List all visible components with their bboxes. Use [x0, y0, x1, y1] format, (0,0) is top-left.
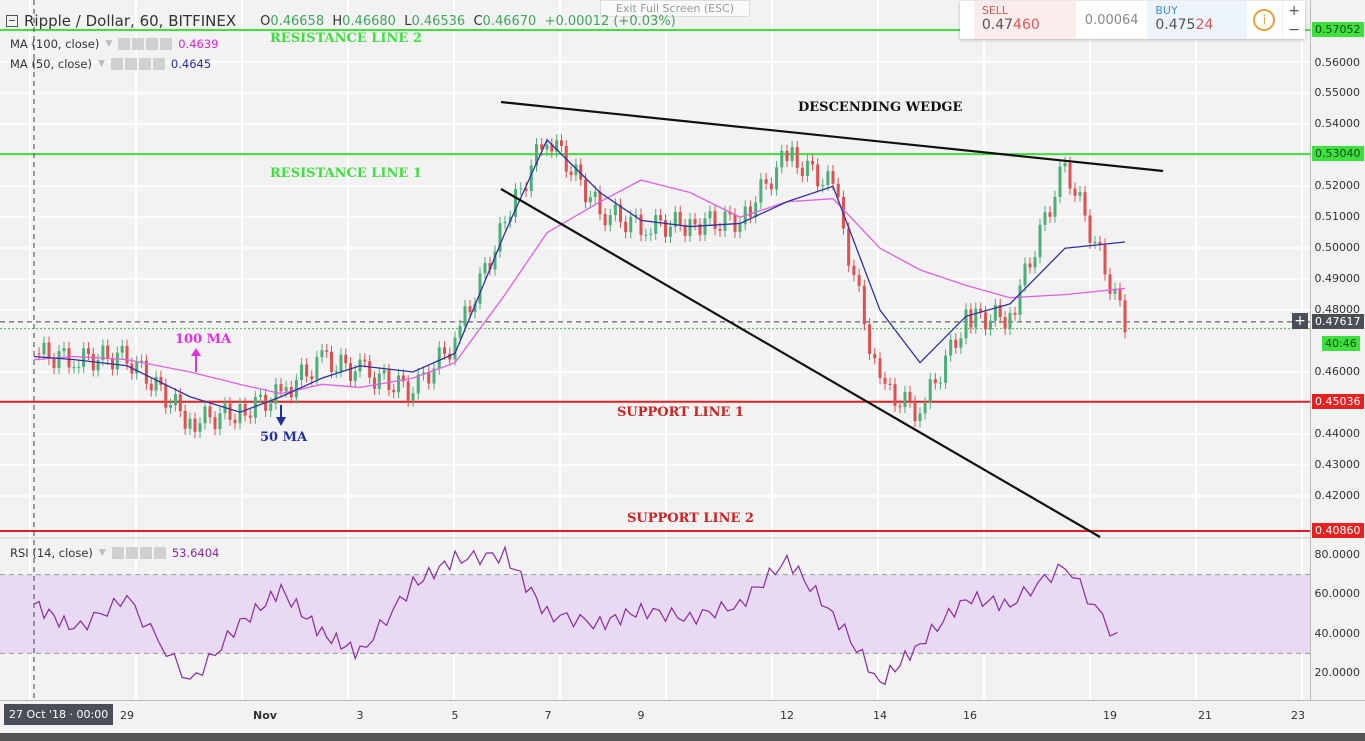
time-tick: 7: [544, 709, 552, 722]
support-line-1-label: SUPPORT LINE 1: [617, 405, 744, 420]
support-line-2-label: SUPPORT LINE 2: [627, 511, 754, 526]
dropdown-icon[interactable]: ▼: [105, 39, 113, 49]
settings-icon: [132, 38, 145, 50]
settings-icon: [125, 547, 138, 559]
price-tick: 0.54000: [1314, 117, 1361, 131]
time-tick: 19: [1103, 709, 1117, 722]
rsi-tick: 80.0000: [1314, 548, 1361, 561]
price-tick: 0.52000: [1314, 179, 1361, 193]
indicator-controls[interactable]: [118, 38, 173, 50]
drag-handle[interactable]: [960, 1, 974, 39]
price-tick: 0.49000: [1314, 272, 1361, 286]
info-icon: i: [1253, 9, 1276, 31]
price-tick: 0.44000: [1314, 426, 1361, 440]
indicator-controls[interactable]: [110, 58, 165, 70]
price-tick: 0.46000: [1314, 364, 1361, 378]
resistance-line-1-label: RESISTANCE LINE 1: [270, 166, 422, 181]
price-tick: 0.42000: [1314, 488, 1361, 502]
ma50-label: 50 MA: [260, 430, 308, 445]
time-cursor-label: 27 Oct '18 · 00:00: [4, 704, 114, 725]
ohlc-values: O0.46658 H0.46680 L0.46536 C0.46670 +0.0…: [260, 13, 676, 29]
exit-fullscreen-button[interactable]: Exit Full Screen (ESC): [600, 0, 750, 17]
ma100-legend[interactable]: MA (100, close) ▼ 0.4639: [10, 37, 219, 51]
time-tick: 3: [356, 709, 364, 722]
sell-button[interactable]: SELL 0.47460: [973, 1, 1077, 39]
price-tick: 0.56000: [1314, 55, 1361, 69]
add-alert-button[interactable]: +: [1292, 312, 1308, 329]
time-tick: 23: [1291, 709, 1305, 722]
time-tick: 14: [873, 709, 887, 722]
remove-icon: [152, 58, 165, 70]
visibility-icon: [110, 58, 123, 70]
price-axis[interactable]: 0.56000 0.55000 0.54000 0.52000 0.51000 0.500…: [1310, 0, 1365, 700]
ma100-label: 100 MA: [175, 332, 232, 347]
buy-button[interactable]: BUY 0.47524: [1147, 1, 1247, 39]
time-tick: Nov: [253, 709, 277, 722]
info-button[interactable]: i: [1247, 1, 1283, 39]
add-icon: [146, 38, 159, 50]
resistance2-price-label: 0.57052: [1312, 22, 1364, 37]
support2-price-label: 0.40860: [1312, 523, 1364, 538]
resistance1-price-label: 0.53040: [1312, 146, 1364, 162]
taskbar: [0, 733, 1365, 741]
rsi-legend[interactable]: RSI (14, close) ▼ 53.6404: [10, 546, 220, 560]
rsi-tick: 60.0000: [1314, 587, 1361, 601]
price-tick: 0.55000: [1314, 86, 1361, 100]
visibility-icon: [118, 38, 131, 50]
add-icon: [139, 547, 152, 559]
rsi-tick: 40.0000: [1314, 626, 1361, 640]
collapse-icon[interactable]: [6, 15, 18, 27]
support1-price-label: 0.45036: [1312, 393, 1364, 409]
remove-icon: [153, 547, 166, 559]
visibility-icon: [111, 547, 124, 559]
resistance-line-2-label: RESISTANCE LINE 2: [270, 31, 422, 46]
dropdown-icon[interactable]: ▼: [97, 59, 105, 69]
bar-countdown-label: 40:46: [1322, 335, 1360, 351]
time-tick: 21: [1198, 709, 1212, 722]
zoom-in-button[interactable]: +: [1288, 2, 1300, 19]
symbol-title[interactable]: Ripple / Dollar, 60, BITFINEX: [24, 12, 237, 30]
time-tick: 9: [637, 709, 645, 722]
settings-icon: [124, 58, 137, 70]
chart-header: Ripple / Dollar, 60, BITFINEX O0.46658 H…: [6, 12, 676, 30]
time-axis[interactable]: 29 Nov 3 5 7 9 12 14 16 19 21 23: [0, 700, 1365, 728]
price-tick: 0.48000: [1314, 303, 1361, 317]
price-tick: 0.51000: [1314, 210, 1361, 224]
current-price-label: 0.47617: [1312, 313, 1364, 329]
rsi-tick: 20.0000: [1314, 666, 1361, 679]
time-tick: 16: [963, 709, 977, 722]
time-tick: 12: [780, 709, 794, 722]
dropdown-icon[interactable]: ▼: [98, 548, 106, 558]
zoom-out-button[interactable]: −: [1288, 21, 1300, 38]
time-tick: 29: [120, 709, 134, 722]
indicator-controls[interactable]: [111, 547, 166, 559]
trade-panel: SELL 0.47460 0.00064 BUY 0.47524 i + −: [960, 1, 1305, 39]
time-tick: 5: [451, 709, 459, 722]
price-tick: 0.50000: [1314, 241, 1361, 255]
spread-value: 0.00064: [1084, 12, 1139, 28]
price-tick: 0.43000: [1314, 457, 1361, 471]
add-icon: [138, 58, 151, 70]
ma50-legend[interactable]: MA (50, close) ▼ 0.4645: [10, 57, 212, 71]
remove-icon: [160, 38, 173, 50]
descending-wedge-label: DESCENDING WEDGE: [798, 100, 963, 115]
